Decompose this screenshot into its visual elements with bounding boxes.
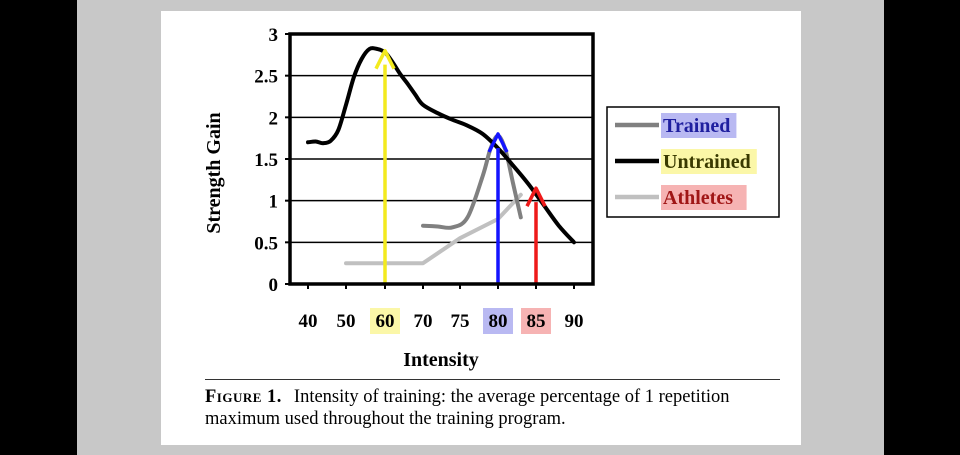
caption-rule (205, 379, 780, 380)
x-tick-label: 85 (527, 311, 546, 332)
caption-text: Intensity of training: the average perce… (205, 387, 730, 429)
x-tick-highlight (521, 308, 551, 334)
legend-label-bg-athletes (661, 185, 747, 210)
x-tick-label: 75 (451, 311, 470, 332)
legend-label-athletes: Athletes (663, 187, 733, 209)
x-tick-label: 70 (414, 311, 433, 332)
x-tick-label: 50 (337, 311, 356, 332)
figure-caption: Figure 1. Intensity of training: the aver… (205, 386, 785, 430)
x-tick-label: 80 (489, 311, 508, 332)
legend-label-bg-trained (661, 113, 737, 138)
x-axis-title: Intensity (403, 349, 479, 371)
series-line-athletes (344, 192, 523, 266)
plot-frame (288, 32, 595, 286)
y-tick-label: 0.5 (254, 233, 278, 254)
x-tick-label: 60 (376, 311, 395, 332)
y-tick-label: 2.5 (254, 67, 278, 88)
y-axis-title: Strength Gain (203, 112, 225, 233)
legend-label-untrained: Untrained (663, 151, 751, 173)
y-tick-label: 1.5 (254, 150, 278, 171)
figure-card: 0 0.5 1 1.5 2 2.5 3 40 50 60 70 75 80 85 90 Intensity St… (161, 11, 801, 445)
x-tick-label: 90 (565, 311, 584, 332)
series-line-untrained (306, 46, 576, 245)
legend-label-trained: Trained (663, 115, 730, 137)
arrow-head-85 (525, 186, 547, 207)
series-line-trained (421, 133, 523, 230)
caption-label: Figure 1. (205, 387, 282, 407)
y-tick-label: 2 (269, 108, 279, 129)
x-tick-label: 40 (299, 311, 318, 332)
y-tick-label: 0 (269, 275, 279, 296)
arrow-head-80 (487, 132, 509, 153)
y-tick-label: 1 (269, 192, 279, 213)
x-tick-highlight (483, 308, 513, 334)
legend-label-bg-untrained (661, 149, 757, 174)
x-tick-highlight (370, 308, 400, 334)
y-tick-label: 3 (269, 25, 279, 46)
arrow-head-60 (374, 48, 396, 70)
chart: 0 0.5 1 1.5 2 2.5 3 40 50 60 70 75 80 85 90 Intensity St… (203, 25, 780, 371)
